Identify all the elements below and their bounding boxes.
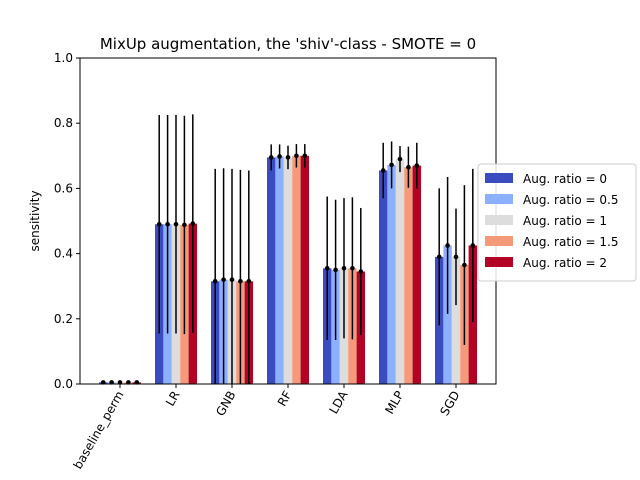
bar-MLP-series-3 [404,167,413,384]
bar-RF-series-1 [275,156,284,384]
legend-swatch-series-0 [485,173,513,183]
mean-point-SGD-series-1 [445,243,450,248]
legend-label-series-3: Aug. ratio = 1.5 [523,235,619,249]
x-tick-label-MLP: MLP [382,389,406,417]
y-tick-label-0.8: 0.8 [54,116,73,130]
mean-point-LR-series-2 [173,221,179,227]
mean-point-MLP-series-0 [380,168,386,173]
mean-point-SGD-series-3 [462,262,467,268]
mean-point-MLP-series-1 [389,162,394,168]
mean-point-RF-series-2 [285,155,291,160]
y-tick-label-0.4: 0.4 [54,247,73,261]
legend-label-series-2: Aug. ratio = 1 [523,214,607,228]
x-tick-label-baseline_perm: baseline_perm [71,389,127,472]
legend-label-series-0: Aug. ratio = 0 [523,172,607,186]
legend-swatch-series-4 [485,257,513,267]
mean-point-RF-series-1 [277,154,282,159]
mean-point-MLP-series-3 [406,164,411,170]
x-tick-label-LDA: LDA [327,388,351,416]
error-bars-layer [100,114,476,385]
mean-point-LR-series-0 [156,221,162,227]
mean-point-GNB-series-4 [246,279,252,284]
y-axis: 0.0 0.2 0.4 0.6 0.8 1.0 [54,51,80,391]
mean-point-MLP-series-4 [414,163,420,168]
legend-swatch-series-2 [485,215,513,225]
legend-swatch-series-3 [485,236,513,246]
bar-RF-series-3 [292,155,301,384]
mean-point-GNB-series-1 [221,277,226,282]
legend-label-series-4: Aug. ratio = 2 [523,256,607,270]
bar-SGD-series-2 [451,256,461,384]
x-tick-label-SGD: SGD [437,389,462,419]
mean-point-GNB-series-0 [212,279,218,284]
legend-swatch-series-1 [485,194,513,204]
mean-point-GNB-series-3 [238,279,243,284]
legend-box [477,163,637,282]
bar-SGD-series-1 [443,245,452,384]
mean-point-RF-series-0 [268,155,274,160]
mean-point-SGD-series-2 [453,254,459,260]
mean-point-SGD-series-4 [470,243,476,248]
bar-MLP-series-0 [379,170,388,384]
mean-point-LDA-series-4 [358,269,364,274]
legend: Aug. ratio = 0 Aug. ratio = 0.5 Aug. ratio… [477,163,637,282]
y-tick-label-1.0: 1.0 [54,51,73,65]
mean-point-SGD-series-0 [436,254,442,260]
x-tick-label-GNB: GNB [213,389,238,419]
mean-point-RF-series-4 [302,153,308,159]
mean-point-LR-series-1 [165,221,170,227]
mean-point-LDA-series-1 [333,267,338,273]
mean-point-GNB-series-2 [229,277,235,282]
mean-point-LR-series-4 [190,221,196,226]
chart-title: MixUp augmentation, the 'shiv'-class - S… [100,35,476,53]
x-axis: baseline_perm LR GNB RF LDA MLP SGD [71,384,463,471]
y-tick-label-0.2: 0.2 [54,312,73,326]
y-tick-label-0.6: 0.6 [54,181,73,195]
mean-point-RF-series-3 [294,153,299,159]
y-axis-label: sensitivity [28,190,42,251]
mean-point-MLP-series-2 [397,156,403,162]
bars-layer [99,155,477,384]
bar-RF-series-2 [283,157,293,384]
bar-MLP-series-4 [412,165,421,384]
bar-MLP-series-1 [387,164,396,384]
mean-point-LDA-series-2 [341,265,347,271]
bar-RF-series-0 [267,157,276,384]
legend-label-series-1: Aug. ratio = 0.5 [523,193,619,207]
mean-point-LDA-series-0 [324,265,330,271]
bar-MLP-series-2 [395,159,405,384]
x-tick-label-RF: RF [275,388,295,408]
mean-point-LDA-series-3 [350,265,355,271]
y-tick-label-0.0: 0.0 [54,377,73,391]
mean-point-LR-series-3 [182,222,187,228]
x-tick-label-LR: LR [163,389,183,409]
bar-RF-series-4 [300,155,309,384]
